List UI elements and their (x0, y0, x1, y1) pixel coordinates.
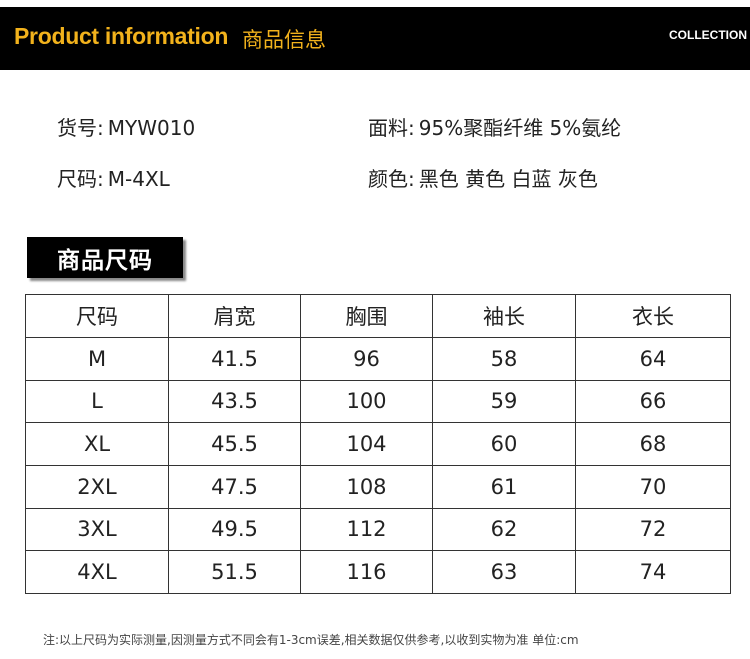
info-size-label: 尺码: (57, 167, 104, 191)
table-cell: 68 (575, 422, 731, 466)
table-cell: 72 (575, 507, 731, 552)
info-color-value: 黑色 黄色 白蓝 灰色 (418, 167, 598, 191)
header-bar: Product information 商品信息 COLLECTION (0, 7, 750, 70)
table-cell: L (25, 379, 169, 424)
footnote: 注:以上尺码为实际测量,因测量方式不同会有1-3cm误差,相关数据仅供参考,以收… (43, 633, 579, 647)
header-title-en: Product information (14, 23, 229, 49)
info-sku: 货号: MYW010 (57, 112, 195, 141)
table-cell: 3XL (25, 507, 169, 552)
table-row: M 41.5 96 58 64 (25, 337, 731, 381)
table-cell: 59 (432, 379, 576, 424)
table-cell: M (25, 337, 169, 381)
table-cell: 104 (300, 422, 433, 466)
table-cell: 62 (432, 507, 576, 552)
table-cell: 112 (300, 507, 433, 552)
table-cell: XL (25, 422, 169, 466)
table-cell: 66 (575, 379, 731, 424)
table-cell: 74 (575, 550, 731, 594)
info-sku-value: MYW010 (107, 116, 196, 140)
table-row: XL 45.5 104 60 68 (25, 422, 731, 466)
table-row: 3XL 49.5 112 62 72 (25, 507, 731, 552)
header-title-cn: 商品信息 (242, 28, 326, 52)
table-cell: 96 (300, 337, 433, 381)
column-header-length: 衣长 (575, 294, 731, 338)
table-cell: 108 (300, 464, 433, 509)
table-cell: 63 (432, 550, 576, 594)
table-row: 2XL 47.5 108 61 70 (25, 464, 731, 509)
table-cell: 45.5 (168, 422, 301, 466)
info-fabric-value: 95%聚酯纤维 5%氨纶 (418, 116, 622, 140)
table-cell: 64 (575, 337, 731, 381)
table-cell: 60 (432, 422, 576, 466)
table-cell: 116 (300, 550, 433, 594)
table-cell: 4XL (25, 550, 169, 594)
table-row: L 43.5 100 59 66 (25, 379, 731, 424)
table-cell: 41.5 (168, 337, 301, 381)
column-header-shoulder: 肩宽 (168, 294, 301, 338)
size-section-title: 商品尺码 (27, 237, 183, 278)
column-header-size: 尺码 (25, 294, 169, 338)
table-cell: 61 (432, 464, 576, 509)
size-table: 尺码 肩宽 胸围 袖长 衣长 M 41.5 96 58 64 L 43.5 10… (25, 294, 731, 594)
table-cell: 49.5 (168, 507, 301, 552)
table-header-row: 尺码 肩宽 胸围 袖长 衣长 (25, 294, 731, 338)
table-cell: 70 (575, 464, 731, 509)
table-cell: 43.5 (168, 379, 301, 424)
table-cell: 47.5 (168, 464, 301, 509)
table-cell: 100 (300, 379, 433, 424)
info-fabric-label: 面料: (368, 116, 415, 140)
info-color-label: 颜色: (368, 167, 415, 191)
info-fabric: 面料: 95%聚酯纤维 5%氨纶 (368, 112, 621, 141)
info-color: 颜色: 黑色 黄色 白蓝 灰色 (368, 163, 598, 192)
info-sku-label: 货号: (57, 116, 104, 140)
column-header-chest: 胸围 (300, 294, 433, 338)
table-row: 4XL 51.5 116 63 74 (25, 550, 731, 594)
header-collection-label: COLLECTION (669, 28, 747, 42)
info-size: 尺码: M-4XL (57, 163, 170, 192)
column-header-sleeve: 袖长 (432, 294, 576, 338)
table-cell: 58 (432, 337, 576, 381)
info-size-value: M-4XL (107, 167, 170, 191)
table-cell: 51.5 (168, 550, 301, 594)
table-cell: 2XL (25, 464, 169, 509)
